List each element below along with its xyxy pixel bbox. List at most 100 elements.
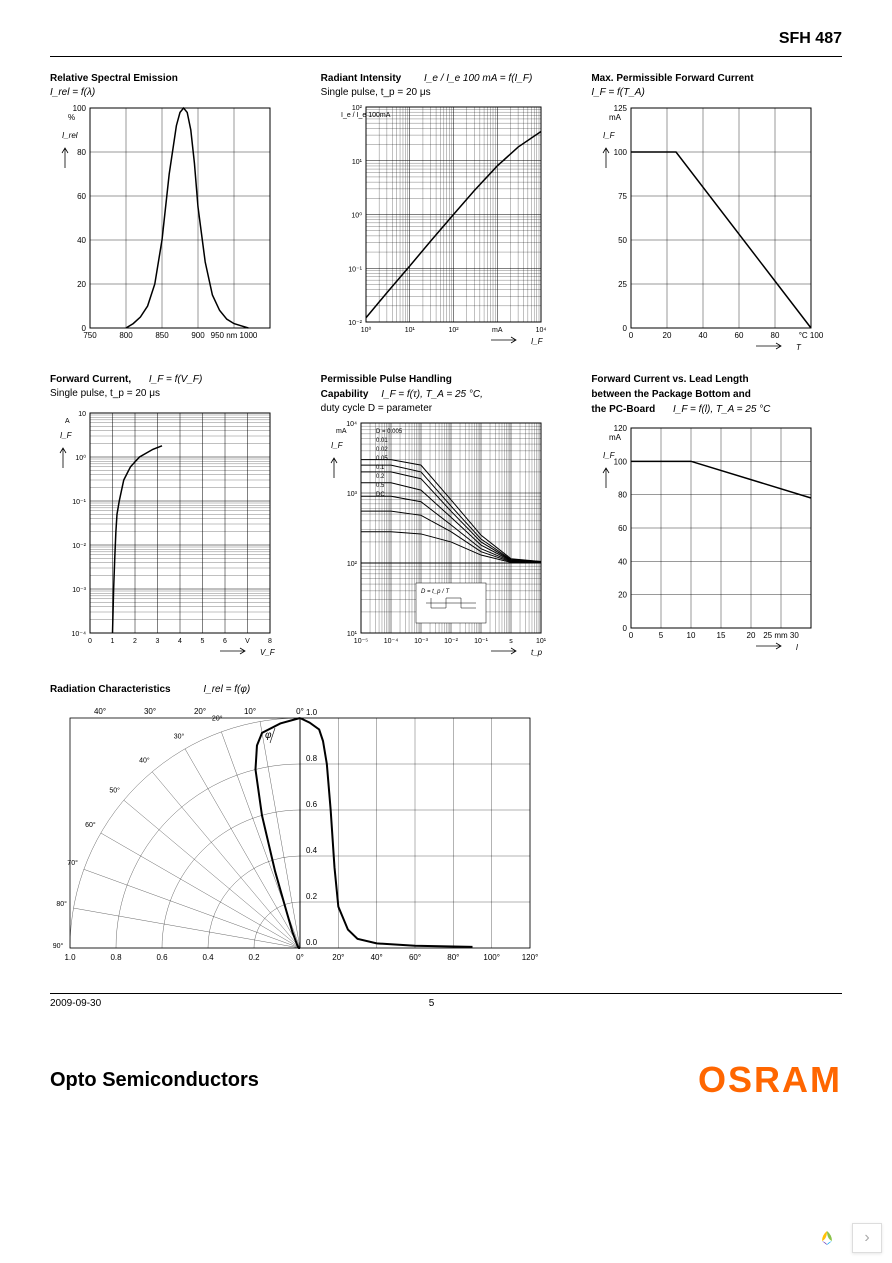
svg-text:10⁻¹: 10⁻¹ bbox=[348, 266, 362, 273]
svg-text:60°: 60° bbox=[85, 821, 96, 829]
svg-text:800: 800 bbox=[119, 331, 133, 340]
chart-title: Permissible Pulse Handling bbox=[321, 373, 572, 386]
thumbnail-icon bbox=[812, 1223, 842, 1253]
svg-text:10⁻⁵: 10⁻⁵ bbox=[353, 638, 367, 645]
chart-forward-current: Forward Current, I_F = f(V_F) Single pul… bbox=[50, 373, 301, 668]
chart-svg: 10⁰10¹10²mA10⁴10⁻²10⁻¹10⁰10¹10²I_e / I_e… bbox=[321, 102, 561, 352]
chart-formula: I_F = f(T_A) bbox=[591, 87, 842, 98]
svg-text:8: 8 bbox=[268, 638, 272, 645]
svg-text:mA: mA bbox=[492, 327, 503, 334]
svg-text:40°: 40° bbox=[371, 953, 383, 962]
svg-text:100: 100 bbox=[614, 148, 628, 157]
chart-spectral-emission: Relative Spectral Emission I_rel = f(λ) … bbox=[50, 72, 301, 358]
svg-text:20: 20 bbox=[618, 591, 627, 600]
svg-text:60: 60 bbox=[735, 331, 744, 340]
svg-text:10¹: 10¹ bbox=[347, 631, 358, 638]
svg-text:1: 1 bbox=[111, 638, 115, 645]
svg-text:0.8: 0.8 bbox=[110, 953, 122, 962]
svg-text:25 mm 30: 25 mm 30 bbox=[764, 631, 800, 640]
svg-text:60: 60 bbox=[618, 524, 627, 533]
svg-text:l: l bbox=[796, 643, 798, 652]
chart-svg: 750800850900950 nm 1000020406080100%I_re… bbox=[50, 98, 290, 358]
svg-text:100°: 100° bbox=[483, 953, 500, 962]
svg-text:0.5: 0.5 bbox=[376, 483, 385, 489]
svg-text:0.6: 0.6 bbox=[306, 800, 318, 809]
chart-radiation: Radiation Characteristics I_rel = f(φ) 0… bbox=[50, 683, 571, 978]
svg-text:30°: 30° bbox=[144, 707, 156, 716]
svg-text:900: 900 bbox=[191, 331, 205, 340]
svg-text:0: 0 bbox=[629, 631, 634, 640]
svg-text:50: 50 bbox=[618, 236, 627, 245]
svg-text:20°: 20° bbox=[194, 707, 206, 716]
svg-text:10⁻⁴: 10⁻⁴ bbox=[383, 638, 398, 645]
osram-logo: OSRAM bbox=[698, 1059, 842, 1101]
svg-text:40: 40 bbox=[77, 236, 86, 245]
chart-title: Max. Permissible Forward Current bbox=[591, 72, 842, 85]
chevron-right-icon: › bbox=[864, 1229, 869, 1247]
chart-formula: I_rel = f(λ) bbox=[50, 87, 301, 98]
svg-text:125: 125 bbox=[614, 104, 628, 113]
svg-text:I_F: I_F bbox=[60, 431, 73, 440]
svg-text:40°: 40° bbox=[94, 707, 106, 716]
svg-text:6: 6 bbox=[223, 638, 227, 645]
svg-text:80°: 80° bbox=[447, 953, 459, 962]
svg-text:0.0: 0.0 bbox=[306, 938, 318, 947]
footer-date: 2009-09-30 bbox=[50, 998, 101, 1009]
svg-text:60: 60 bbox=[77, 192, 86, 201]
header-rule bbox=[50, 56, 842, 57]
svg-text:D = t_p / T: D = t_p / T bbox=[421, 589, 451, 595]
svg-text:100: 100 bbox=[614, 457, 628, 466]
svg-text:1.0: 1.0 bbox=[306, 708, 318, 717]
svg-text:10¹: 10¹ bbox=[352, 159, 363, 166]
svg-text:0.2: 0.2 bbox=[306, 892, 318, 901]
svg-text:60°: 60° bbox=[409, 953, 421, 962]
svg-text:40: 40 bbox=[699, 331, 708, 340]
chart-max-forward-current: Max. Permissible Forward Current I_F = f… bbox=[591, 72, 842, 358]
svg-text:4: 4 bbox=[178, 638, 182, 645]
svg-text:20: 20 bbox=[747, 631, 756, 640]
svg-text:0.01: 0.01 bbox=[376, 438, 388, 444]
svg-text:0.2: 0.2 bbox=[248, 953, 260, 962]
svg-text:0.4: 0.4 bbox=[202, 953, 214, 962]
svg-text:0: 0 bbox=[623, 324, 628, 333]
next-page-button[interactable]: › bbox=[852, 1223, 882, 1253]
svg-text:40°: 40° bbox=[139, 757, 150, 765]
svg-text:10¹: 10¹ bbox=[404, 327, 415, 334]
svg-text:10: 10 bbox=[687, 631, 696, 640]
svg-text:D = 0.005: D = 0.005 bbox=[376, 429, 403, 435]
svg-text:0.05: 0.05 bbox=[376, 456, 388, 462]
svg-text:850: 850 bbox=[155, 331, 169, 340]
svg-text:25: 25 bbox=[618, 280, 627, 289]
svg-text:%: % bbox=[68, 113, 75, 122]
svg-text:1.0: 1.0 bbox=[64, 953, 76, 962]
svg-text:10⁰: 10⁰ bbox=[351, 212, 362, 220]
chart-title: Relative Spectral Emission bbox=[50, 72, 301, 85]
svg-text:0.4: 0.4 bbox=[306, 846, 318, 855]
svg-text:10⁰: 10⁰ bbox=[75, 454, 86, 462]
chart-title: Forward Current, I_F = f(V_F) bbox=[50, 373, 301, 386]
chart-svg: 020406080°C 1000255075100125mAI_FT bbox=[591, 98, 831, 358]
svg-text:10⁻¹: 10⁻¹ bbox=[72, 499, 86, 506]
svg-text:80°: 80° bbox=[56, 900, 67, 908]
chart-subtitle: Single pulse, t_p = 20 μs bbox=[50, 388, 301, 399]
svg-text:10⁻¹: 10⁻¹ bbox=[474, 638, 488, 645]
svg-text:5: 5 bbox=[659, 631, 664, 640]
chart-title: Forward Current vs. Lead Length bbox=[591, 373, 842, 386]
svg-text:10⁴: 10⁴ bbox=[346, 421, 357, 428]
chart-subtitle: Single pulse, t_p = 20 μs bbox=[321, 87, 572, 98]
svg-text:20: 20 bbox=[77, 280, 86, 289]
chart-title: Radiation Characteristics I_rel = f(φ) bbox=[50, 683, 571, 696]
svg-text:I_rel: I_rel bbox=[62, 131, 78, 140]
svg-text:120°: 120° bbox=[522, 953, 539, 962]
svg-text:70°: 70° bbox=[67, 859, 78, 867]
svg-text:15: 15 bbox=[717, 631, 726, 640]
svg-text:0.8: 0.8 bbox=[306, 754, 318, 763]
svg-text:120: 120 bbox=[614, 424, 628, 433]
svg-text:75: 75 bbox=[618, 192, 627, 201]
svg-text:950 nm 1000: 950 nm 1000 bbox=[211, 331, 258, 340]
svg-text:I_F: I_F bbox=[531, 337, 544, 346]
svg-text:0.02: 0.02 bbox=[376, 447, 388, 453]
svg-text:30°: 30° bbox=[174, 732, 185, 740]
svg-text:V_F: V_F bbox=[260, 648, 276, 657]
chart-title3: the PC-Board I_F = f(l), T_A = 25 °C bbox=[591, 403, 842, 416]
